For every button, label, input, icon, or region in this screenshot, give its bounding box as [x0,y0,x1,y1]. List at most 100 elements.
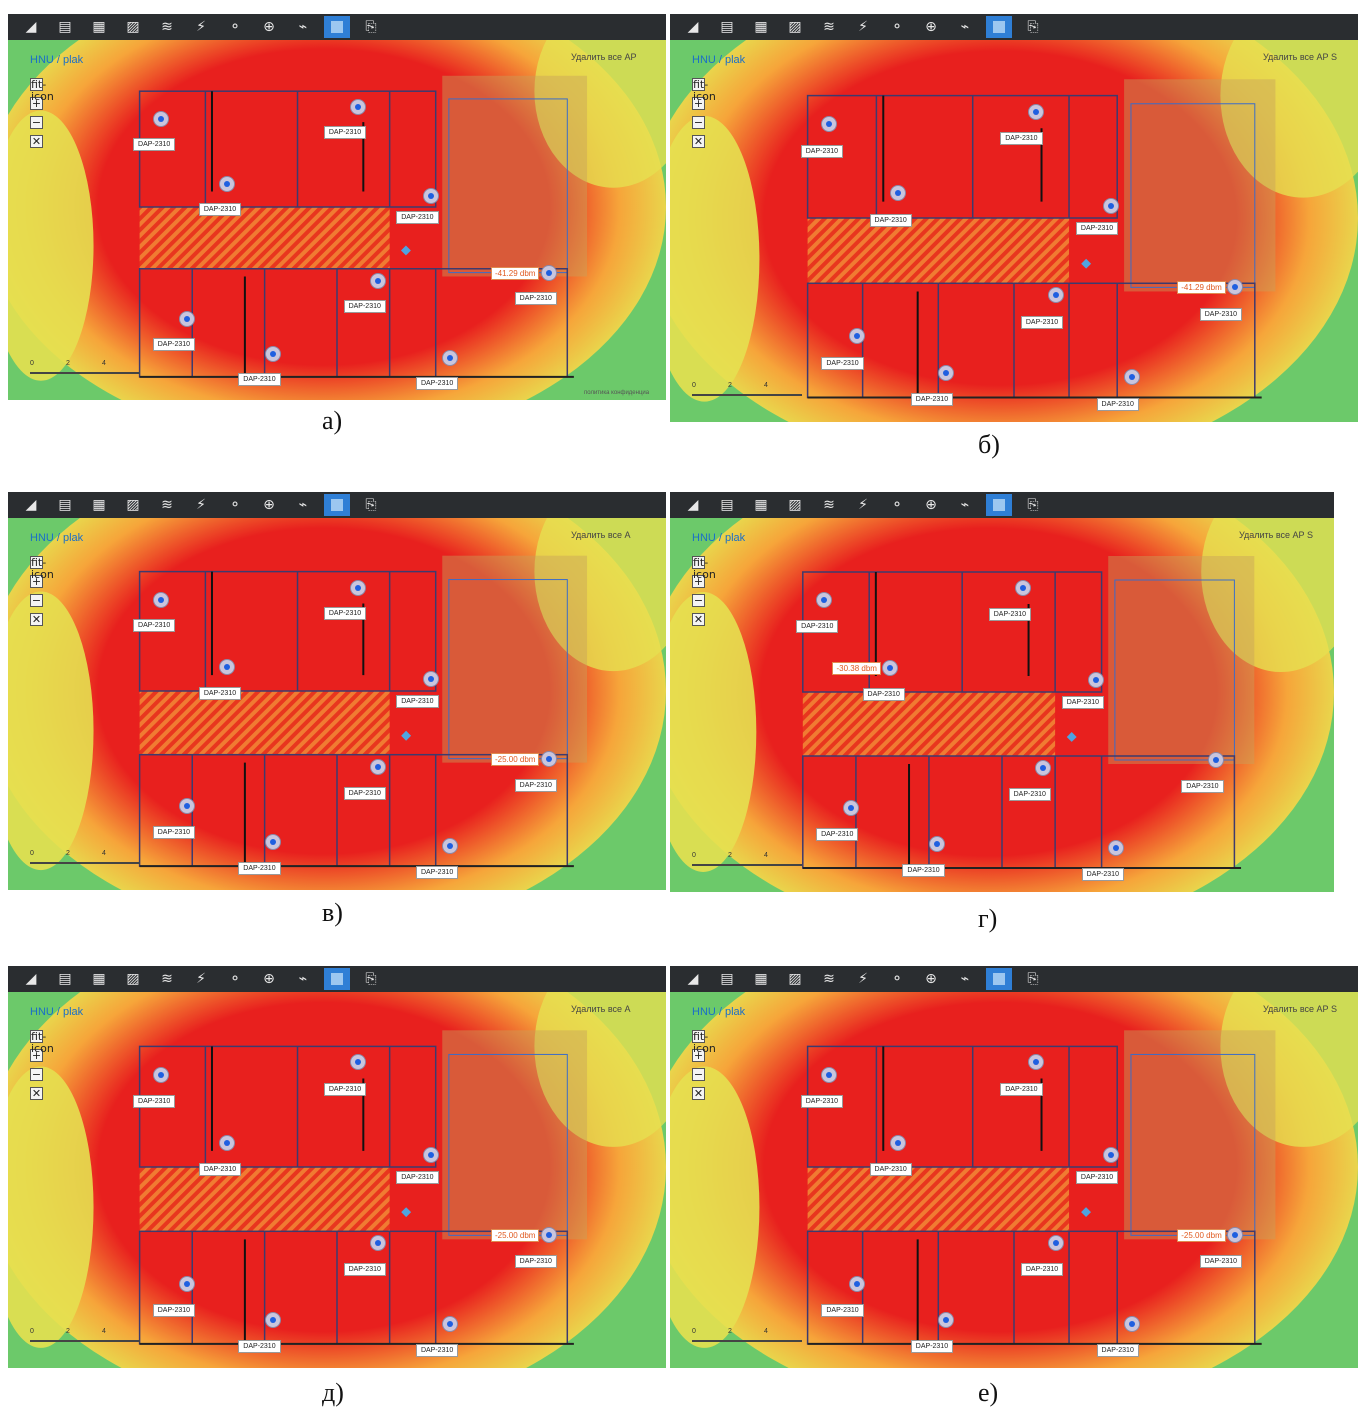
fit-button[interactable]: fit-icon [692,78,716,103]
access-point-pin[interactable] [1207,752,1224,768]
access-point-pin[interactable] [1108,840,1125,856]
wifi-dropdown-icon[interactable]: ▤ [720,971,734,987]
wifi-signal-icon[interactable]: ≋ [161,497,173,513]
access-point-pin[interactable] [1227,1227,1244,1244]
access-point-pin[interactable] [422,1146,439,1163]
wifi-signal-icon[interactable]: ≋ [823,19,835,35]
access-point-pin[interactable] [152,110,169,127]
hatch-dropdown-icon[interactable]: ▨ [126,497,140,513]
heatmap-view-icon[interactable] [324,494,350,516]
zoom-in-button[interactable]: + [30,97,43,110]
breadcrumb[interactable]: HNU / plak [692,532,746,544]
target-icon[interactable]: ⊕ [925,497,937,513]
wifi-off-icon[interactable]: ⌁ [298,971,308,987]
wand-icon[interactable]: ⚡ [196,19,206,35]
target-icon[interactable]: ⊕ [263,497,275,513]
reset-button[interactable]: ✕ [30,613,43,626]
zoom-in-button[interactable]: + [692,575,705,588]
delete-all-ap-button[interactable]: Удалить все АР S [1239,530,1314,540]
wifi-signal-icon[interactable]: ≋ [823,971,835,987]
access-point-pin[interactable] [540,264,557,281]
export-icon[interactable]: ⎘ [1027,497,1039,513]
export-icon[interactable]: ⎘ [365,19,377,35]
wand-icon[interactable]: ⚡ [196,497,206,513]
zoom-out-button[interactable]: − [30,594,43,607]
export-icon[interactable]: ⎘ [365,497,377,513]
heatmap-view-icon[interactable] [986,16,1012,38]
export-icon[interactable]: ⎘ [365,971,377,987]
hatch-dropdown-icon[interactable]: ▨ [788,971,802,987]
access-point-pin[interactable] [264,834,281,851]
export-icon[interactable]: ⎘ [1027,971,1039,987]
access-point-pin[interactable] [890,1134,907,1151]
privacy-link[interactable]: политика конфиденциа [584,390,650,396]
zoom-out-button[interactable]: − [30,116,43,129]
access-point-pin[interactable] [848,1275,865,1292]
wifi-signal-icon[interactable]: ≋ [823,497,835,513]
delete-all-ap-button[interactable]: Удалить все А [571,1004,631,1014]
reset-button[interactable]: ✕ [692,135,705,148]
ruler-icon[interactable]: ◢ [687,971,699,987]
access-point-pin[interactable] [179,798,196,815]
heatmap-view-icon[interactable] [324,968,350,990]
wifi-off-icon[interactable]: ⌁ [960,971,970,987]
zoom-out-button[interactable]: − [692,1068,705,1081]
access-point-pin[interactable] [1103,197,1120,214]
access-point-pin[interactable] [369,758,386,775]
fit-button[interactable]: fit-icon [30,78,54,103]
access-point-pin[interactable] [821,1066,838,1083]
wifi-signal-icon[interactable]: ≋ [161,19,173,35]
zoom-in-button[interactable]: + [30,1049,43,1062]
grid-dropdown-icon[interactable]: ▦ [754,19,768,35]
access-point-pin[interactable] [816,592,833,608]
access-point-pin[interactable] [442,1315,459,1332]
breadcrumb[interactable]: HNU / plak [692,54,746,66]
target-icon[interactable]: ⊕ [263,971,275,987]
access-point-pin[interactable] [179,311,196,328]
wand-icon[interactable]: ⚡ [858,971,868,987]
access-point-pin[interactable] [350,98,367,115]
breadcrumb[interactable]: HNU / plak [692,1006,746,1018]
delete-all-ap-button[interactable]: Удалить все АР [571,52,637,62]
wand-icon[interactable]: ⚡ [858,19,868,35]
access-point-pin[interactable] [218,659,235,676]
hatch-dropdown-icon[interactable]: ▨ [788,19,802,35]
zoom-out-button[interactable]: − [692,116,705,129]
wand-icon[interactable]: ⚡ [858,497,868,513]
grid-dropdown-icon[interactable]: ▦ [92,971,106,987]
hatch-dropdown-icon[interactable]: ▨ [788,497,802,513]
delete-all-ap-button[interactable]: Удалить все АР S [1263,1004,1338,1014]
target-icon[interactable]: ⊕ [925,971,937,987]
zoom-in-button[interactable]: + [692,1049,705,1062]
access-point-pin[interactable] [882,660,899,676]
access-point-pin[interactable] [218,176,235,193]
access-point-pin[interactable] [442,838,459,855]
hatch-dropdown-icon[interactable]: ▨ [126,971,140,987]
reset-button[interactable]: ✕ [692,613,705,626]
export-icon[interactable]: ⎘ [1027,19,1039,35]
access-point-pin[interactable] [1035,760,1052,776]
network-nodes-icon[interactable]: ⚬ [229,497,241,513]
access-point-pin[interactable] [369,1235,386,1252]
access-point-pin[interactable] [938,1311,955,1328]
wifi-off-icon[interactable]: ⌁ [298,497,308,513]
wand-icon[interactable]: ⚡ [196,971,206,987]
zoom-out-button[interactable]: − [692,594,705,607]
heatmap-view-icon[interactable] [986,968,1012,990]
access-point-pin[interactable] [179,1275,196,1292]
wifi-dropdown-icon[interactable]: ▤ [58,19,72,35]
reset-button[interactable]: ✕ [30,135,43,148]
heatmap-view-icon[interactable] [986,494,1012,516]
access-point-pin[interactable] [842,800,859,816]
access-point-pin[interactable] [1103,1146,1120,1163]
delete-all-ap-button[interactable]: Удалить все АР S [1263,52,1338,62]
access-point-pin[interactable] [218,1134,235,1151]
access-point-pin[interactable] [422,671,439,688]
access-point-pin[interactable] [1027,1054,1044,1071]
access-point-pin[interactable] [821,116,838,132]
access-point-pin[interactable] [1088,672,1105,688]
access-point-pin[interactable] [1048,1235,1065,1252]
wifi-dropdown-icon[interactable]: ▤ [58,497,72,513]
network-nodes-icon[interactable]: ⚬ [229,971,241,987]
reset-button[interactable]: ✕ [692,1087,705,1100]
